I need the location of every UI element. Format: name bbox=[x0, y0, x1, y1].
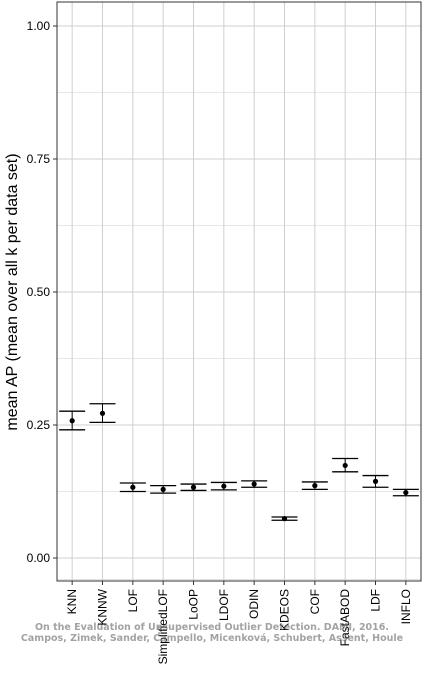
data-point-cof bbox=[312, 483, 318, 489]
error-bar-knnw bbox=[89, 403, 116, 423]
x-tick-label-cof: COF bbox=[308, 589, 322, 614]
error-bar-odin bbox=[241, 480, 268, 488]
error-bar-inflo bbox=[392, 488, 419, 497]
x-tick-label-ldof: LDOF bbox=[217, 589, 231, 621]
x-tick-label-loop: LoOP bbox=[187, 589, 201, 620]
error-bar-cof bbox=[301, 481, 328, 491]
data-point-ldof bbox=[221, 483, 227, 489]
x-tick-label-ldf: LDF bbox=[369, 589, 383, 612]
error-bar-lof bbox=[119, 482, 146, 493]
error-bar-loop bbox=[180, 483, 207, 492]
error-bar-ldf bbox=[362, 474, 389, 488]
y-tick-label: 0.00 bbox=[27, 551, 51, 565]
error-bar-fastabod bbox=[332, 457, 359, 473]
data-point-kdeos bbox=[281, 516, 288, 522]
error-bar-kdeos bbox=[271, 516, 298, 522]
data-point-knn bbox=[69, 418, 75, 424]
x-tick-label-simplifiedlof: SimplifiedLOF bbox=[156, 589, 170, 664]
y-axis: 0.00 0.25 0.50 0.75 1.00 bbox=[27, 19, 57, 565]
y-tick-label: 0.50 bbox=[27, 285, 51, 299]
watermark-line-2: Campos, Zimek, Sander, Campello, Micenko… bbox=[20, 633, 404, 644]
data-point-loop bbox=[190, 484, 197, 490]
x-tick-label-kdeos: KDEOS bbox=[278, 589, 292, 631]
data-point-lof bbox=[130, 484, 136, 490]
data-point-ldf bbox=[372, 478, 379, 484]
data-marks bbox=[59, 403, 419, 522]
y-tick-label: 0.75 bbox=[27, 152, 51, 166]
y-axis-label: mean AP (mean over all k per data set) bbox=[4, 153, 21, 430]
error-bar-knn bbox=[59, 410, 86, 431]
data-point-inflo bbox=[403, 489, 409, 496]
x-tick-label-fastabod: FastABOD bbox=[338, 589, 352, 647]
x-axis: KNN KNNW LOF SimplifiedLOF LoOP LDOF ODIN KDEOS… bbox=[65, 581, 413, 664]
x-tick-label-lof: LOF bbox=[126, 589, 140, 612]
x-tick-label-knnw: KNNW bbox=[96, 588, 110, 625]
error-bar-ldof bbox=[210, 481, 237, 491]
watermark: On the Evaluation of Unsupervised Outlie… bbox=[0, 622, 424, 644]
grid-lines bbox=[57, 2, 421, 581]
x-tick-label-knn: KNN bbox=[65, 589, 79, 614]
y-tick-label: 0.25 bbox=[27, 418, 51, 432]
x-tick-label-inflo: INFLO bbox=[399, 589, 413, 624]
data-point-simplifiedlof bbox=[160, 486, 166, 492]
data-point-knnw bbox=[99, 410, 106, 416]
watermark-line-1: On the Evaluation of Unsupervised Outlie… bbox=[34, 622, 390, 633]
y-tick-label: 1.00 bbox=[27, 19, 51, 33]
x-tick-label-odin: ODIN bbox=[247, 589, 261, 619]
error-bar-simplifiedlof bbox=[150, 484, 177, 494]
data-point-fastabod bbox=[342, 462, 348, 469]
data-point-odin bbox=[251, 481, 257, 487]
